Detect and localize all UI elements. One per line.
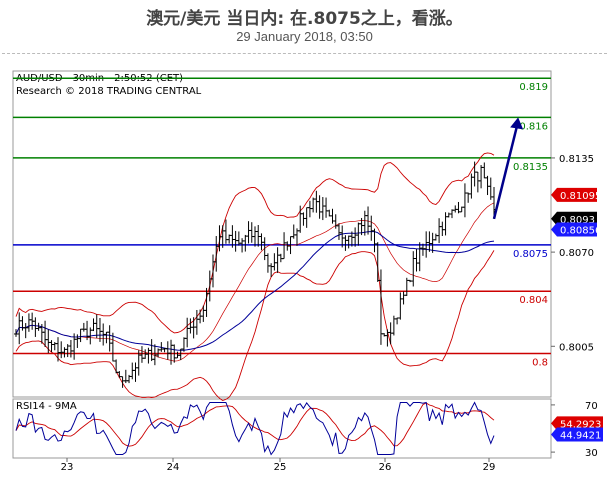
x-axis-label: 24	[167, 462, 180, 473]
x-axis-label: 26	[379, 462, 392, 473]
price-badge-text: 0.81095	[560, 191, 601, 202]
chart-copyright-label: Research © 2018 TRADING CENTRAL	[16, 86, 202, 97]
level-label-resistance: 0.819	[519, 82, 548, 93]
level-label-support: 0.8	[532, 358, 548, 369]
price-badge-bg	[551, 187, 597, 202]
rsi-badge-rsi: 54.2923	[551, 416, 603, 431]
price-badge-lower: 0.80856	[551, 222, 601, 237]
price-panel	[12, 70, 552, 398]
moving-average-line	[15, 230, 495, 351]
rsi-ma-line	[15, 402, 495, 447]
rsi-axis-label: 70	[585, 401, 598, 412]
header-separator	[2, 53, 607, 54]
level-label-pivot: 0.8075	[513, 249, 548, 260]
x-axis-label: 29	[483, 462, 496, 473]
level-label-resistance: 0.816	[519, 121, 548, 132]
rsi-badge-ma: 44.9421	[551, 427, 603, 442]
page-title: 澳元/美元 当日内: 在.8075之上，看涨。	[146, 9, 463, 29]
forecast-arrow-shaft	[492, 125, 519, 220]
rsi-badge-text: 44.9421	[560, 430, 601, 441]
rsi-axis-label: 30	[585, 448, 598, 459]
rsi-badge-bg	[551, 427, 603, 442]
bollinger-middle-band	[15, 202, 495, 362]
rsi-badge-bg	[551, 416, 603, 431]
rsi-line	[15, 401, 495, 456]
price-badge-price: 0.8093	[551, 211, 597, 226]
page-subtitle: 29 January 2018, 03:50	[236, 29, 373, 44]
price-badge-text: 0.8093	[560, 215, 595, 226]
y-axis-label: 0.8005	[559, 342, 594, 353]
price-badge-bg	[551, 222, 597, 237]
y-axis-label: 0.8070	[559, 248, 594, 259]
x-axis-label: 23	[61, 462, 74, 473]
level-label-support: 0.804	[519, 295, 548, 306]
level-label-resistance: 0.8135	[513, 162, 548, 173]
bollinger-upper-band	[15, 152, 495, 334]
price-badge-text: 0.80856	[560, 226, 601, 237]
forecast-arrow-head	[510, 117, 524, 130]
price-badge-upper: 0.81095	[551, 187, 601, 202]
y-axis-label: 0.8135	[559, 154, 594, 165]
rsi-badge-text: 54.2923	[560, 419, 601, 430]
bollinger-lower-band	[15, 250, 495, 401]
price-badge-bg	[551, 211, 597, 226]
rsi-label: RSI14 - 9MA	[16, 401, 77, 412]
x-axis-label: 25	[274, 462, 287, 473]
